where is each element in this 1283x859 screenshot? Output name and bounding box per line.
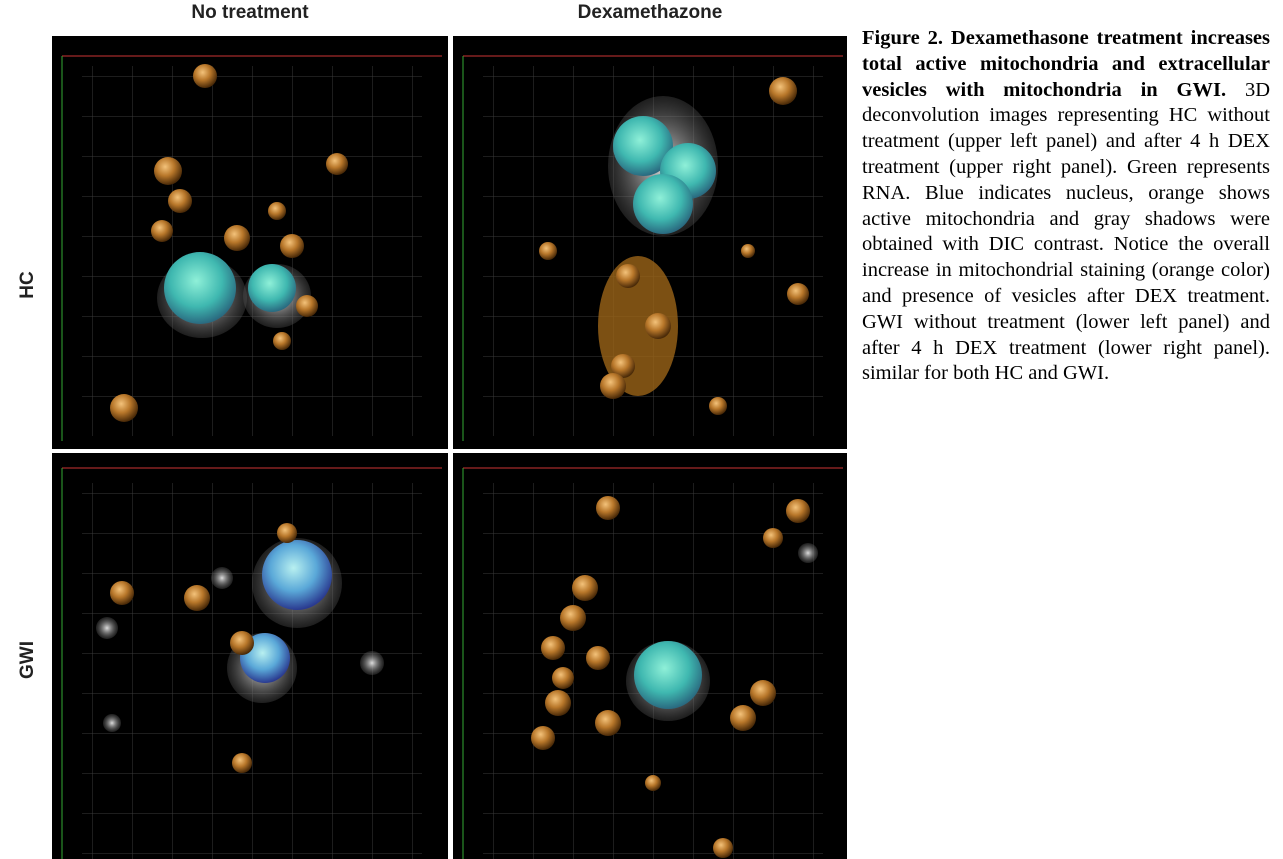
page: No treatment Dexamethazone HC GWI Figure… (0, 0, 1283, 859)
caption-body: 3D deconvolution images representing HC … (862, 79, 1270, 385)
column-header: Dexamethazone (452, 2, 848, 24)
image-panel (453, 453, 847, 859)
row-label: HC (17, 271, 39, 298)
row-label: GWI (17, 641, 39, 679)
image-panel (453, 36, 847, 449)
caption-label: Figure 2. (862, 27, 943, 49)
image-panel (52, 36, 448, 449)
image-panel (52, 453, 448, 859)
column-header: No treatment (52, 2, 448, 24)
figure-caption: Figure 2. Dexamethasone treatment increa… (862, 26, 1270, 387)
